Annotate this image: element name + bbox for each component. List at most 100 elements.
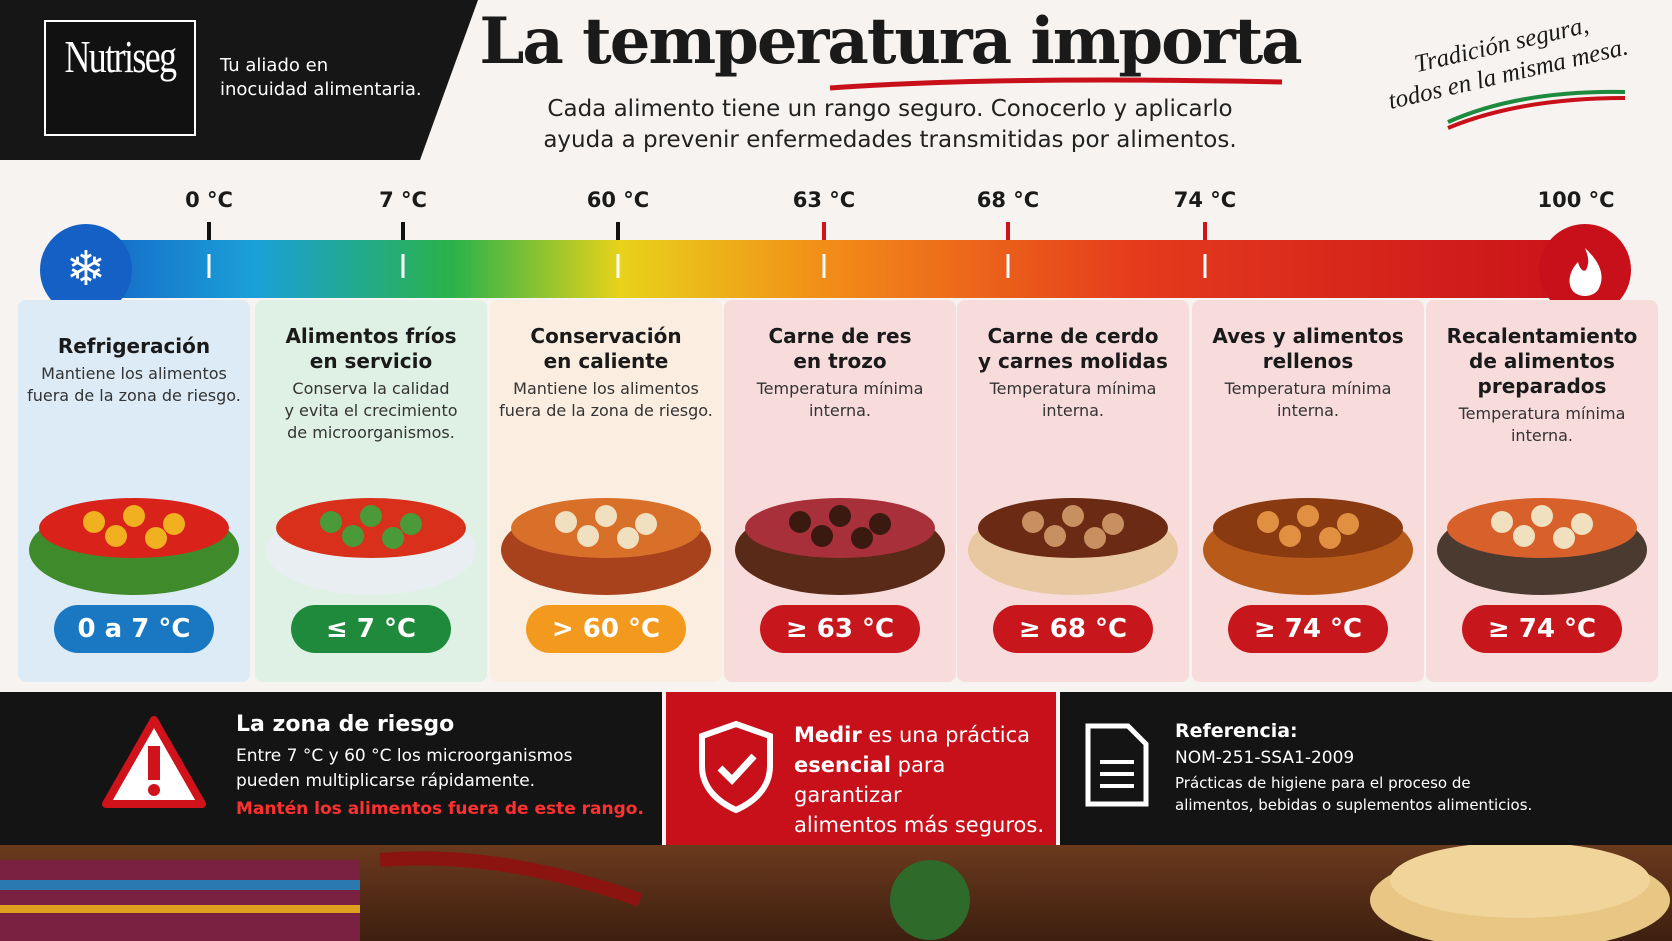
card-title: Refrigeración <box>18 334 250 359</box>
card-title-line: Aves y alimentos <box>1212 324 1404 348</box>
svg-text:❄: ❄ <box>66 241 106 297</box>
temperature-badge: ≤ 7 °C <box>291 605 451 653</box>
risk-panel: La zona de riesgo Entre 7 °C y 60 °C los… <box>0 692 662 845</box>
food-piece <box>123 505 145 527</box>
card-text: Temperatura mínima interna. <box>1426 403 1658 447</box>
food-piece <box>1491 511 1513 533</box>
tick-label: 7 °C <box>379 188 427 212</box>
food-card: Recalentamiento de alimentos preparados Tem… <box>1426 300 1658 682</box>
measure-text-part: es una práctica <box>868 723 1030 747</box>
card-text-line: Temperatura mínima <box>756 379 924 398</box>
dish-top <box>1447 498 1637 558</box>
card-text-line: Conserva la calidad <box>292 379 450 398</box>
document-icon <box>1085 723 1149 807</box>
card-text-line: de microorganismos. <box>287 423 455 442</box>
card-text: Temperatura mínima interna. <box>957 378 1189 422</box>
food-piece <box>1513 525 1535 547</box>
card-title-line: Carne de res <box>768 324 912 348</box>
reference-line: Prácticas de higiene para el proceso de <box>1175 774 1471 792</box>
food-piece <box>577 525 599 547</box>
risk-line: pueden multiplicarse rápidamente. <box>236 771 536 791</box>
food-image <box>735 498 945 595</box>
food-piece <box>851 527 873 549</box>
risk-warning: Mantén los alimentos fuera de este rango… <box>236 799 644 819</box>
measure-text-part: para garantizar <box>794 753 946 807</box>
food-card: Conservación en caliente Mantiene los alim… <box>490 300 722 682</box>
food-card: Refrigeración Mantiene los alimentos fuera… <box>18 300 250 682</box>
card-title-line: de alimentos <box>1469 349 1615 373</box>
card-title-line: en servicio <box>309 349 433 373</box>
card-title: Aves y alimentos rellenos <box>1192 324 1424 374</box>
card-text-line: interna. <box>1510 426 1574 445</box>
card-title: Recalentamiento de alimentos preparados <box>1426 324 1658 399</box>
card-title-line: y carnes molidas <box>978 349 1168 373</box>
card-text-line: Mantiene los alimentos <box>41 364 227 383</box>
dish-top <box>745 498 935 558</box>
card-text: Temperatura mínima interna. <box>1192 378 1424 422</box>
card-text-line: Temperatura mínima <box>989 379 1157 398</box>
food-piece <box>163 513 185 535</box>
brand-name: Nutriseg <box>64 31 177 82</box>
tagline-line: Tu aliado en <box>220 55 329 76</box>
dish-top <box>276 498 466 558</box>
card-text-line: fuera de la zona de riesgo. <box>499 401 713 420</box>
food-piece <box>1257 511 1279 533</box>
food-piece <box>1553 527 1575 549</box>
temperature-badge: ≥ 74 °C <box>1462 605 1622 653</box>
subtitle-line: ayuda a prevenir enfermedades transmitid… <box>543 127 1237 153</box>
tick-label: 74 °C <box>1173 188 1237 212</box>
risk-text: Entre 7 °C y 60 °C los microorganismos p… <box>236 744 644 822</box>
food-piece <box>635 513 657 535</box>
card-text-line: Temperatura mínima <box>1224 379 1392 398</box>
reference-title: Referencia: <box>1175 720 1298 742</box>
card-text-line: Mantiene los alimentos <box>513 379 699 398</box>
reference-text: Prácticas de higiene para el proceso de … <box>1175 772 1532 816</box>
food-image <box>266 498 476 595</box>
temperature-badge: ≥ 74 °C <box>1228 605 1388 653</box>
food-image <box>29 498 239 595</box>
food-card: Alimentos fríos en servicio Conserva la ca… <box>255 300 487 682</box>
card-text: Conserva la calidad y evita el crecimient… <box>255 378 487 444</box>
measure-panel: Medir es una práctica esencial para gara… <box>666 692 1056 845</box>
risk-line: Entre 7 °C y 60 °C los microorganismos <box>236 746 573 766</box>
measure-text: Medir es una práctica esencial para gara… <box>794 720 1056 840</box>
tick-label: 0 °C <box>185 188 233 212</box>
tick-label: 60 °C <box>586 188 650 212</box>
temperature-badge: ≥ 63 °C <box>760 605 920 653</box>
food-piece <box>382 527 404 549</box>
measure-bold: Medir <box>794 723 862 747</box>
food-piece <box>811 525 833 547</box>
reference-code: NOM-251-SSA1-2009 <box>1175 748 1355 768</box>
food-piece <box>1319 527 1341 549</box>
tick-label: 100 °C <box>1537 188 1615 212</box>
food-piece <box>105 525 127 547</box>
card-title-line: en trozo <box>793 349 887 373</box>
food-piece <box>145 527 167 549</box>
food-piece <box>595 505 617 527</box>
brand-tagline: Tu aliado en inocuidad alimentaria. <box>220 54 422 102</box>
subtitle-line: Cada alimento tiene un rango seguro. Con… <box>547 96 1233 122</box>
card-title-line: rellenos <box>1262 349 1354 373</box>
food-piece <box>617 527 639 549</box>
card-text: Mantiene los alimentos fuera de la zona d… <box>490 378 722 422</box>
card-text-line: fuera de la zona de riesgo. <box>27 386 241 405</box>
card-title: Carne de res en trozo <box>724 324 956 374</box>
shield-icon <box>699 720 773 814</box>
food-piece <box>1571 513 1593 535</box>
dish-top <box>978 498 1168 558</box>
card-text: Mantiene los alimentos fuera de la zona d… <box>18 363 250 407</box>
food-piece <box>1062 505 1084 527</box>
dish-top <box>39 498 229 558</box>
card-title: Conservación en caliente <box>490 324 722 374</box>
warning-icon <box>102 716 206 808</box>
dish-top <box>1213 498 1403 558</box>
food-card: Carne de cerdo y carnes molidas Temperatur… <box>957 300 1189 682</box>
food-piece <box>1022 511 1044 533</box>
measure-bold: esencial <box>794 753 891 777</box>
card-title: Carne de cerdo y carnes molidas <box>957 324 1189 374</box>
card-text-line: y evita el crecimiento <box>284 401 458 420</box>
card-title-line: Refrigeración <box>57 334 211 358</box>
food-piece <box>342 525 364 547</box>
card-text-line: interna. <box>1276 401 1340 420</box>
